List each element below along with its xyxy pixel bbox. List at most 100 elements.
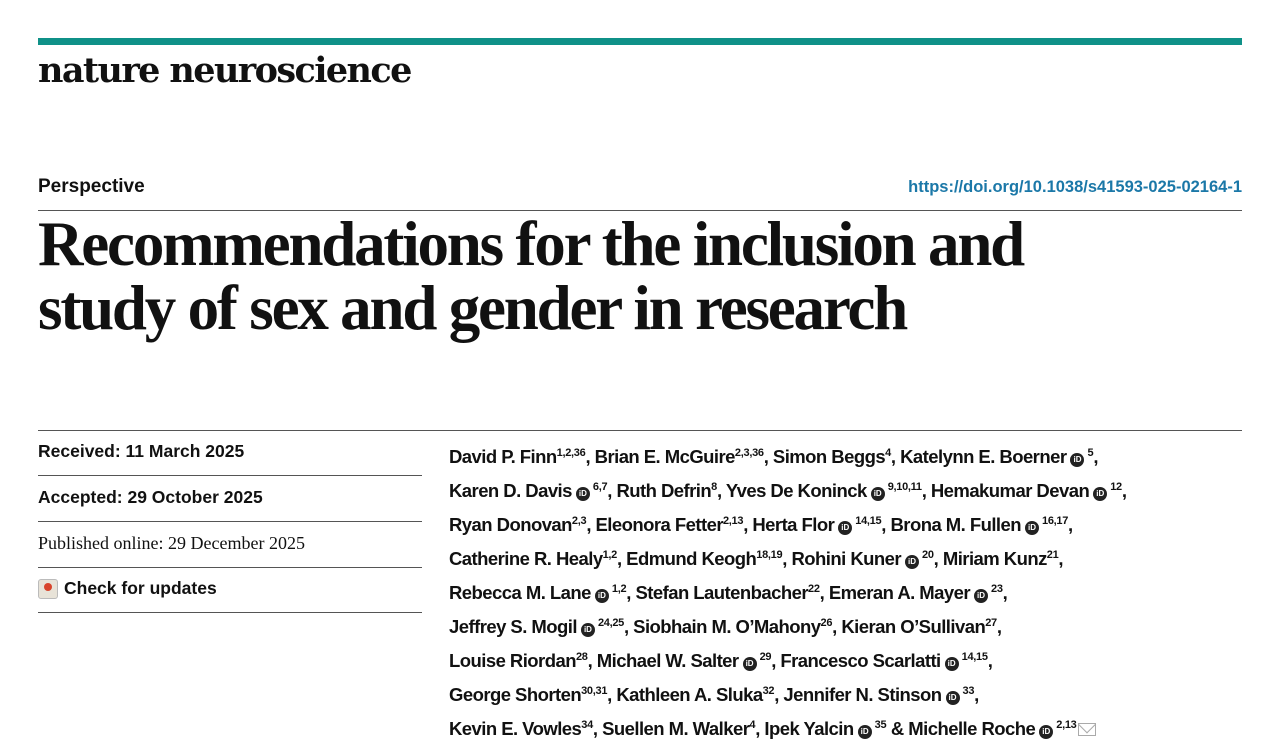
author-name[interactable]: Brona M. Fullen xyxy=(890,514,1021,535)
affiliation-superscript[interactable]: 6,7 xyxy=(592,481,608,493)
author-name[interactable]: Ryan Donovan xyxy=(449,514,572,535)
affiliation-superscript[interactable]: 32 xyxy=(762,685,775,697)
orcid-icon[interactable]: iD xyxy=(857,725,872,739)
affiliation-superscript[interactable]: 12 xyxy=(1110,481,1122,493)
orcid-icon[interactable]: iD xyxy=(870,487,885,501)
author-name[interactable]: Jeffrey S. Mogil xyxy=(449,616,577,637)
author-line: George Shorten30,31, Kathleen A. Sluka32… xyxy=(449,678,1126,712)
affiliation-superscript[interactable]: 2,13 xyxy=(722,515,744,527)
affiliation-superscript[interactable]: 18,19 xyxy=(756,549,783,561)
orcid-icon[interactable]: iD xyxy=(1025,521,1039,535)
affiliation-superscript[interactable]: 14,15 xyxy=(961,651,988,663)
affiliation-superscript[interactable]: 4 xyxy=(885,447,891,459)
author-name[interactable]: Louise Riordan xyxy=(449,650,577,671)
affiliation-superscript[interactable]: 2,13 xyxy=(1056,719,1077,731)
author-separator: , xyxy=(832,616,842,637)
author-name[interactable]: Kathleen A. Sluka xyxy=(616,684,763,705)
author-name[interactable]: Francesco Scarlatti xyxy=(780,650,941,671)
affiliation-superscript[interactable]: 1,2 xyxy=(611,583,627,595)
affiliation-superscript[interactable]: 20 xyxy=(922,549,934,561)
affiliation-superscript[interactable]: 1,2,36 xyxy=(556,447,586,459)
author-separator: , xyxy=(881,514,891,535)
author-name[interactable]: Kevin E. Vowles xyxy=(449,718,582,739)
affiliation-superscript[interactable]: 35 xyxy=(874,719,887,731)
accepted-date: Accepted: 29 October 2025 xyxy=(38,487,263,507)
affiliation-superscript[interactable]: 14,15 xyxy=(855,515,882,527)
affiliation-superscript[interactable]: 2,3 xyxy=(571,515,587,527)
author-name[interactable]: Ruth Defrin xyxy=(616,480,712,501)
affiliation-superscript[interactable]: 2,3,36 xyxy=(734,447,764,459)
author-name[interactable]: Rohini Kuner xyxy=(791,548,902,569)
affiliation-superscript[interactable]: 30,31 xyxy=(581,685,608,697)
divider xyxy=(38,475,422,476)
author-line: Jeffrey S. Mogil iD24,25, Siobhain M. O’M… xyxy=(449,610,1126,644)
author-name[interactable]: George Shorten xyxy=(449,684,582,705)
author-name[interactable]: Edmund Keogh xyxy=(626,548,757,569)
affiliation-superscript[interactable]: 26 xyxy=(820,617,833,629)
author-name[interactable]: Emeran A. Mayer xyxy=(828,582,971,603)
orcid-icon[interactable]: iD xyxy=(1039,725,1054,739)
orcid-icon[interactable]: iD xyxy=(838,521,853,535)
author-name[interactable]: Kieran O’Sullivan xyxy=(841,616,986,637)
check-for-updates-button[interactable]: Check for updates xyxy=(38,578,217,599)
affiliation-superscript[interactable]: 16,17 xyxy=(1042,515,1069,527)
orcid-icon[interactable]: iD xyxy=(1093,487,1108,501)
author-name[interactable]: Jennifer N. Stinson xyxy=(783,684,942,705)
author-name[interactable]: Miriam Kunz xyxy=(942,548,1047,569)
divider xyxy=(38,430,1242,431)
author-name[interactable]: Suellen M. Walker xyxy=(602,718,750,739)
author-separator: , xyxy=(1002,582,1008,603)
doi-link[interactable]: https://doi.org/10.1038/s41593-025-02164… xyxy=(908,178,1242,196)
orcid-icon[interactable]: iD xyxy=(945,691,960,705)
author-name[interactable]: Eleonora Fetter xyxy=(595,514,724,535)
author-name[interactable]: Stefan Lautenbacher xyxy=(635,582,809,603)
orcid-icon[interactable]: iD xyxy=(594,589,609,603)
author-name[interactable]: Siobhain M. O’Mahony xyxy=(633,616,821,637)
affiliation-superscript[interactable]: 23 xyxy=(991,583,1003,595)
author-name[interactable]: Karen D. Davis xyxy=(449,480,572,501)
affiliation-superscript[interactable]: 28 xyxy=(575,651,588,663)
author-line: Rebecca M. Lane iD1,2, Stefan Lautenbache… xyxy=(449,576,1126,610)
orcid-icon[interactable]: iD xyxy=(1070,453,1085,467)
orcid-icon[interactable]: iD xyxy=(944,657,959,671)
author-name[interactable]: Michael W. Salter xyxy=(596,650,739,671)
affiliation-superscript[interactable]: 24,25 xyxy=(597,617,624,629)
affiliation-superscript[interactable]: 29 xyxy=(759,651,772,663)
email-icon[interactable] xyxy=(1078,723,1097,736)
article-title: Recommendations for the inclusion and st… xyxy=(38,212,1238,340)
affiliation-superscript[interactable]: 22 xyxy=(808,583,820,595)
author-separator: , xyxy=(626,582,636,603)
orcid-icon[interactable]: iD xyxy=(974,589,989,603)
author-name[interactable]: Yves De Koninck xyxy=(725,480,867,501)
author-name[interactable]: Ipek Yalcin xyxy=(764,718,854,739)
author-name[interactable]: Catherine R. Healy xyxy=(449,548,603,569)
affiliation-superscript[interactable]: 8 xyxy=(711,481,717,493)
author-name[interactable]: Rebecca M. Lane xyxy=(449,582,591,603)
author-name[interactable]: Brian E. McGuire xyxy=(594,446,736,467)
affiliation-superscript[interactable]: 27 xyxy=(985,617,997,629)
affiliation-superscript[interactable]: 21 xyxy=(1046,549,1059,561)
affiliation-superscript[interactable]: 33 xyxy=(962,685,975,697)
divider xyxy=(38,612,422,613)
author-name[interactable]: Herta Flor xyxy=(752,514,835,535)
divider xyxy=(38,567,422,568)
author-name[interactable]: Simon Beggs xyxy=(772,446,886,467)
affiliation-superscript[interactable]: 5 xyxy=(1087,447,1094,459)
author-line: Ryan Donovan2,3, Eleonora Fetter2,13, He… xyxy=(449,508,1126,542)
orcid-icon[interactable]: iD xyxy=(742,657,757,671)
author-name[interactable]: Katelynn E. Boerner xyxy=(900,446,1067,467)
affiliation-superscript[interactable]: 1,2 xyxy=(602,549,618,561)
affiliation-superscript[interactable]: 34 xyxy=(581,719,593,731)
orcid-icon[interactable]: iD xyxy=(575,487,590,501)
affiliation-superscript[interactable]: 9,10,11 xyxy=(887,481,922,493)
author-name[interactable]: David P. Finn xyxy=(449,446,557,467)
journal-accent-bar xyxy=(38,38,1242,45)
author-line: Karen D. Davis iD6,7, Ruth Defrin8, Yves … xyxy=(449,474,1127,508)
author-separator: , xyxy=(607,480,617,501)
journal-logo[interactable]: nature neuroscience xyxy=(38,50,412,91)
orcid-icon[interactable]: iD xyxy=(580,623,595,637)
author-line: Kevin E. Vowles34, Suellen M. Walker4, I… xyxy=(449,712,1126,746)
author-name[interactable]: Hemakumar Devan xyxy=(930,480,1090,501)
orcid-icon[interactable]: iD xyxy=(905,555,920,569)
author-name[interactable]: Michelle Roche xyxy=(908,718,1036,739)
